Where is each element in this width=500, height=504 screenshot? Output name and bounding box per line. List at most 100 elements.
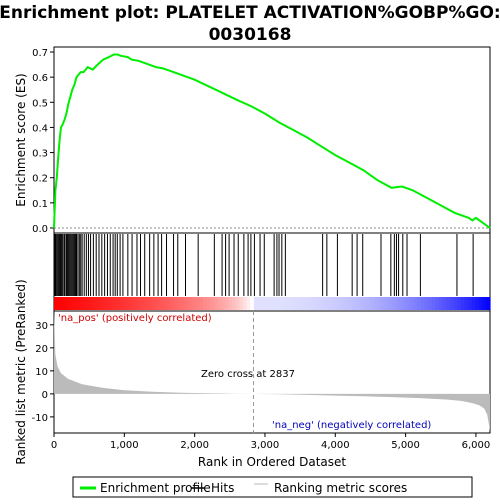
metric-y-axis-label: Ranked list metric (PreRanked) [14, 279, 28, 464]
es-y-axis-label: Enrichment score (ES) [14, 73, 28, 206]
metric-tick-label: 0 [42, 390, 48, 401]
band-segment [257, 297, 262, 310]
x-tick-label: 1,000 [110, 440, 139, 451]
band-segment [152, 297, 157, 310]
band-segment [391, 297, 397, 310]
x-axis-ticks: 0 1,000 2,000 3,000 4,000 5,000 6,000 [51, 433, 490, 451]
band-segment [268, 297, 273, 310]
band-segment [275, 297, 280, 310]
band-segment [253, 297, 259, 310]
metric-tick-label: -10 [32, 413, 48, 424]
band-segment [468, 297, 473, 310]
band-segment [471, 297, 477, 310]
band-segment [482, 297, 487, 310]
band-segment [304, 297, 309, 310]
band-segment [199, 297, 204, 310]
band-segment [57, 297, 62, 310]
band-segment [322, 297, 328, 310]
band-segment [460, 297, 466, 310]
band-segment [177, 297, 182, 310]
band-segment [395, 297, 400, 310]
legend: Enrichment profile Hits Ranking metric sco… [72, 476, 473, 498]
band-segment [206, 297, 211, 310]
band-segment [108, 297, 113, 310]
band-segment [188, 297, 193, 310]
band-segment [301, 297, 306, 310]
band-segment [195, 297, 200, 310]
band-segment [457, 297, 462, 310]
band-segment [311, 297, 317, 310]
band-segment [217, 297, 222, 310]
metric-tick-label: 20 [35, 344, 48, 355]
band-segment [417, 297, 422, 310]
band-segment [104, 297, 110, 310]
band-segment [79, 297, 84, 310]
band-segment [399, 297, 404, 310]
band-segment [232, 297, 237, 310]
band-segment [439, 297, 444, 310]
band-segment [388, 297, 393, 310]
x-axis-label: Rank in Ordered Dataset [198, 455, 346, 469]
es-tick-label: 0.4 [32, 123, 48, 134]
band-segment [341, 297, 346, 310]
es-tick-label: 0.5 [32, 98, 48, 109]
es-panel: 0.0 0.1 0.2 0.3 0.4 0.5 0.6 0.7 Enrichment scor… [14, 46, 491, 235]
band-segment [93, 297, 99, 310]
band-segment [293, 297, 299, 310]
legend-label: Enrichment profile [100, 481, 211, 495]
band-segment [64, 297, 70, 310]
band-segment [61, 297, 66, 310]
band-segment [366, 297, 371, 310]
band-segment [184, 297, 190, 310]
legend-label: Ranking metric scores [274, 481, 407, 495]
band-segment [435, 297, 440, 310]
band-segment [133, 297, 139, 310]
band-segment [250, 297, 255, 310]
es-line [53, 53, 491, 229]
band-segment [235, 297, 240, 310]
band-segment [330, 297, 335, 310]
band-segment [373, 297, 378, 310]
hits-panel [53, 232, 491, 312]
band-segment [224, 297, 229, 310]
x-tick-label: 2,000 [180, 440, 209, 451]
band-segment [126, 297, 131, 310]
band-segment [137, 297, 142, 310]
es-tick-label: 0.0 [32, 224, 48, 235]
band-segment [424, 297, 429, 310]
band-segment [261, 297, 266, 310]
band-segment [155, 297, 160, 310]
band-segment [406, 297, 411, 310]
band-segment [97, 297, 102, 310]
es-tick-label: 0.7 [32, 48, 48, 59]
band-segment [377, 297, 382, 310]
metric-tick-label: 30 [35, 321, 48, 332]
band-segment [279, 297, 284, 310]
band-segment [308, 297, 313, 310]
x-tick-label: 3,000 [251, 440, 280, 451]
band-segment [123, 297, 128, 310]
band-segment [486, 297, 491, 310]
band-segment [228, 297, 233, 310]
metric-y-ticks: -10 0 10 20 30 [32, 321, 54, 424]
band-segment [170, 297, 175, 310]
zero-cross-label: Zero cross at 2837 [201, 369, 295, 380]
band-segment [319, 297, 324, 310]
band-segment [442, 297, 447, 310]
band-segment [453, 297, 458, 310]
band-segment [370, 297, 375, 310]
band-segment [351, 297, 357, 310]
band-segment [202, 297, 208, 310]
band-segment [75, 297, 81, 310]
band-segment [333, 297, 338, 310]
es-tick-label: 0.1 [32, 199, 48, 210]
band-segment [348, 297, 353, 310]
band-segment [181, 297, 186, 310]
band-segment [130, 297, 135, 310]
chart-title-line-1: Enrichment plot: PLATELET ACTIVATION%GOB… [0, 3, 500, 23]
band-segment [315, 297, 320, 310]
metric-tick-label: 10 [35, 367, 48, 378]
band-segment [213, 297, 219, 310]
band-segment [282, 297, 288, 310]
